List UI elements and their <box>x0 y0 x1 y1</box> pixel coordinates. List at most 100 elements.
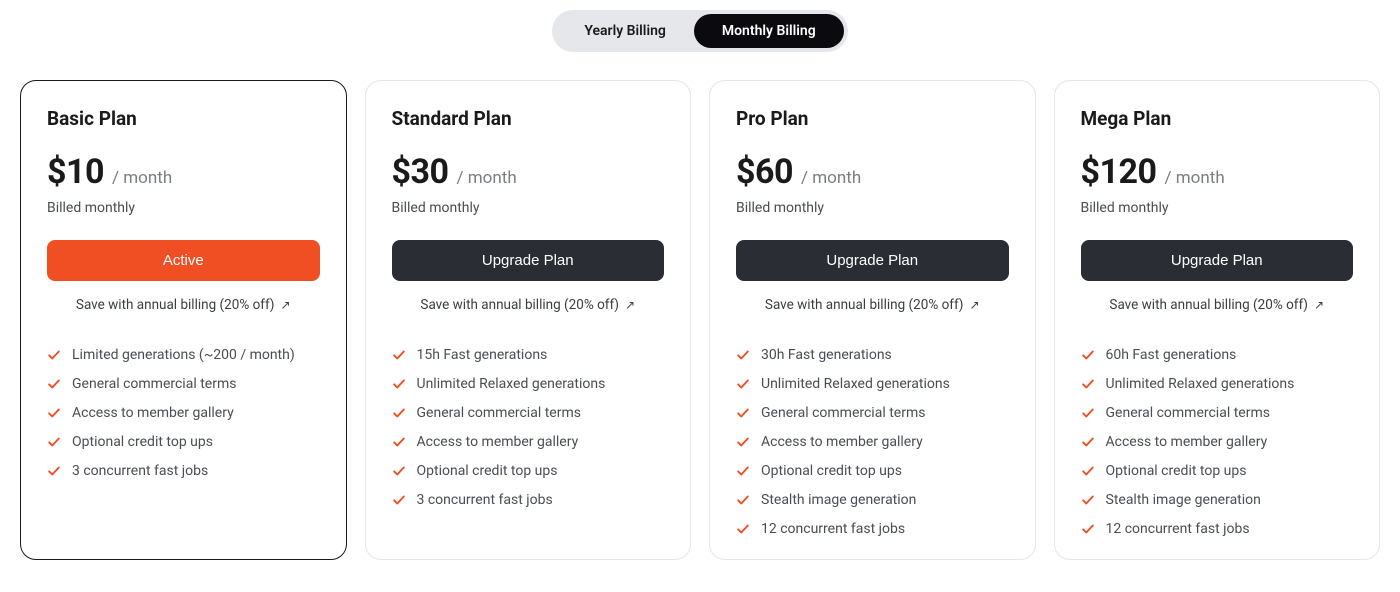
check-icon <box>1081 493 1095 507</box>
annual-billing-link[interactable]: Save with annual billing (20% off) ↗ <box>47 297 320 313</box>
feature-item: Access to member gallery <box>736 434 1009 450</box>
check-icon <box>47 435 61 449</box>
feature-item: Stealth image generation <box>1081 492 1354 508</box>
feature-text: General commercial terms <box>417 405 581 421</box>
check-icon <box>392 435 406 449</box>
annual-billing-link[interactable]: Save with annual billing (20% off) ↗ <box>392 297 665 313</box>
check-icon <box>47 406 61 420</box>
feature-item: Optional credit top ups <box>392 463 665 479</box>
feature-text: 12 concurrent fast jobs <box>761 521 905 537</box>
feature-text: General commercial terms <box>761 405 925 421</box>
feature-text: Optional credit top ups <box>761 463 902 479</box>
plan-price: $30 <box>392 152 449 192</box>
active-plan-button[interactable]: Active <box>47 240 320 281</box>
feature-text: 60h Fast generations <box>1106 347 1237 363</box>
plan-period: / month <box>801 168 861 188</box>
check-icon <box>1081 522 1095 536</box>
billing-note: Billed monthly <box>736 200 1009 216</box>
plan-price: $120 <box>1081 152 1157 192</box>
feature-item: Unlimited Relaxed generations <box>736 376 1009 392</box>
check-icon <box>392 377 406 391</box>
check-icon <box>1081 435 1095 449</box>
check-icon <box>47 377 61 391</box>
check-icon <box>736 348 750 362</box>
check-icon <box>392 493 406 507</box>
feature-text: Stealth image generation <box>1106 492 1261 508</box>
upgrade-plan-button[interactable]: Upgrade Plan <box>736 240 1009 281</box>
check-icon <box>1081 406 1095 420</box>
feature-text: Unlimited Relaxed generations <box>761 376 950 392</box>
annual-billing-link[interactable]: Save with annual billing (20% off)↗ <box>1081 297 1354 313</box>
check-icon <box>1081 464 1095 478</box>
features-list: 15h Fast generations Unlimited Relaxed ge… <box>392 347 665 508</box>
feature-item: Stealth image generation <box>736 492 1009 508</box>
feature-item: Unlimited Relaxed generations <box>392 376 665 392</box>
plan-name: Mega Plan <box>1081 107 1354 130</box>
feature-item: Access to member gallery <box>47 405 320 421</box>
check-icon <box>736 464 750 478</box>
features-list: Limited generations (~200 / month) Genera… <box>47 347 320 479</box>
feature-text: General commercial terms <box>72 376 236 392</box>
feature-text: Optional credit top ups <box>72 434 213 450</box>
check-icon <box>1081 377 1095 391</box>
feature-item: General commercial terms <box>392 405 665 421</box>
plan-period: / month <box>112 168 172 188</box>
price-row: $10 / month <box>47 152 320 192</box>
feature-item: General commercial terms <box>1081 405 1354 421</box>
feature-item: Optional credit top ups <box>1081 463 1354 479</box>
plan-name: Pro Plan <box>736 107 1009 130</box>
feature-text: Access to member gallery <box>1106 434 1268 450</box>
feature-item: 60h Fast generations <box>1081 347 1354 363</box>
billing-toggle: Yearly Billing Monthly Billing <box>20 10 1380 52</box>
price-row: $30 / month <box>392 152 665 192</box>
check-icon <box>47 464 61 478</box>
yearly-billing-toggle[interactable]: Yearly Billing <box>556 14 694 48</box>
feature-item: General commercial terms <box>736 405 1009 421</box>
plan-card-standard-plan: Standard Plan $30 / month Billed monthly Upg… <box>365 80 692 560</box>
check-icon <box>1081 348 1095 362</box>
features-list: 30h Fast generationsUnlimited Relaxed ge… <box>736 347 1009 537</box>
feature-text: Access to member gallery <box>72 405 234 421</box>
feature-item: 3 concurrent fast jobs <box>47 463 320 479</box>
feature-text: 3 concurrent fast jobs <box>72 463 208 479</box>
plan-price: $10 <box>47 152 104 192</box>
plan-period: / month <box>1165 168 1225 188</box>
check-icon <box>47 348 61 362</box>
annual-link-text: Save with annual billing (20% off) <box>420 297 619 313</box>
plan-name: Standard Plan <box>392 107 665 130</box>
arrow-up-right-icon: ↗ <box>970 298 980 312</box>
feature-text: Optional credit top ups <box>417 463 558 479</box>
feature-item: Access to member gallery <box>1081 434 1354 450</box>
arrow-up-right-icon: ↗ <box>281 298 291 312</box>
billing-note: Billed monthly <box>47 200 320 216</box>
arrow-up-right-icon: ↗ <box>625 298 635 312</box>
annual-billing-link[interactable]: Save with annual billing (20% off) ↗ <box>736 297 1009 313</box>
feature-item: 12 concurrent fast jobs <box>736 521 1009 537</box>
billing-note: Billed monthly <box>1081 200 1354 216</box>
check-icon <box>392 406 406 420</box>
annual-link-text: Save with annual billing (20% off) <box>76 297 275 313</box>
annual-link-text: Save with annual billing (20% off) <box>765 297 964 313</box>
check-icon <box>736 493 750 507</box>
feature-text: 12 concurrent fast jobs <box>1106 521 1250 537</box>
check-icon <box>736 435 750 449</box>
feature-item: Unlimited Relaxed generations <box>1081 376 1354 392</box>
feature-item: Optional credit top ups <box>736 463 1009 479</box>
upgrade-plan-button[interactable]: Upgrade Plan <box>392 240 665 281</box>
feature-item: 15h Fast generations <box>392 347 665 363</box>
check-icon <box>736 406 750 420</box>
monthly-billing-toggle[interactable]: Monthly Billing <box>694 14 844 48</box>
billing-note: Billed monthly <box>392 200 665 216</box>
feature-text: 3 concurrent fast jobs <box>417 492 553 508</box>
plan-name: Basic Plan <box>47 107 320 130</box>
feature-item: 12 concurrent fast jobs <box>1081 521 1354 537</box>
check-icon <box>736 522 750 536</box>
feature-item: Optional credit top ups <box>47 434 320 450</box>
feature-item: Limited generations (~200 / month) <box>47 347 320 363</box>
plan-period: / month <box>457 168 517 188</box>
feature-item: Access to member gallery <box>392 434 665 450</box>
upgrade-plan-button[interactable]: Upgrade Plan <box>1081 240 1354 281</box>
price-row: $60/ month <box>736 152 1009 192</box>
feature-text: Unlimited Relaxed generations <box>417 376 606 392</box>
toggle-container: Yearly Billing Monthly Billing <box>552 10 847 52</box>
